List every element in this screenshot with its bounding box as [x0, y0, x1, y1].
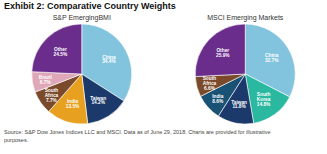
- data-label: 24.5%: [54, 52, 68, 57]
- slice: [195, 24, 245, 77]
- slice-label: SouthAfrica: [203, 76, 217, 86]
- data-label: 14.8%: [257, 102, 271, 107]
- data-label: 14.2%: [91, 100, 105, 105]
- slice: [32, 24, 82, 74]
- slice: [82, 74, 124, 124]
- subtitle: S&P EmergingBMI: [53, 14, 111, 22]
- data-label: 6.7%: [40, 80, 52, 85]
- data-labels: China34.4%Taiwan14.2%India13.5%SouthAfri…: [39, 47, 117, 109]
- annotation-line: Source: S&P Dow Jones Indices LLC and MS…: [4, 129, 270, 135]
- slice-label: SouthAfrica: [45, 88, 59, 98]
- data-label: 8.6%: [212, 99, 224, 104]
- data-label: 34.4%: [102, 59, 116, 64]
- data-label: 13.5%: [66, 104, 80, 109]
- slice-label: SouthKorea: [257, 91, 271, 101]
- data-label: 32.7%: [265, 58, 279, 63]
- data-labels: China32.7%SouthKorea14.8%Taiwan11.8%Indi…: [203, 48, 280, 110]
- data-label: 6.6%: [204, 86, 216, 91]
- subtitle: MSCI Emerging Markets: [207, 14, 284, 22]
- slice: [32, 72, 82, 92]
- data-label: 7.7%: [46, 98, 58, 103]
- data-label: 11.8%: [232, 104, 246, 109]
- pie: [195, 24, 295, 124]
- title: Exhibit 2: Comparative Country Weights: [4, 1, 176, 11]
- annotation-line: purposes.: [4, 137, 29, 143]
- annotation: Source: S&P Dow Jones Indices LLC and MS…: [4, 129, 270, 143]
- pie: [32, 24, 132, 124]
- data-label: 25.9%: [216, 53, 230, 58]
- chart: Exhibit 2: Comparative Country Weights S&…: [0, 0, 327, 154]
